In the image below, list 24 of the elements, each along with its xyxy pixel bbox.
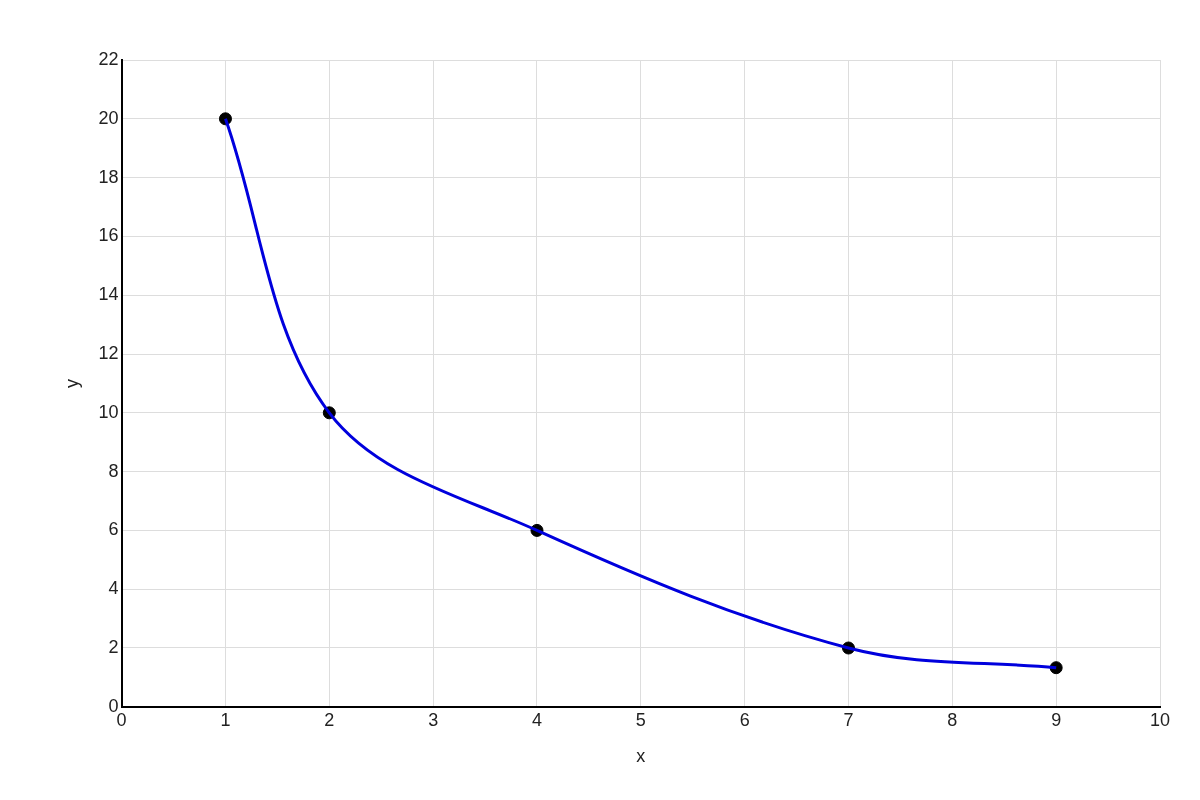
y-tick-label: 18 [98, 166, 119, 187]
y-tick-label: 6 [108, 519, 119, 540]
y-tick-label: 10 [98, 401, 119, 422]
y-tick-label: 12 [98, 342, 119, 363]
y-tick-label: 22 [98, 48, 119, 69]
x-tick-label: 3 [428, 709, 439, 730]
y-tick-label: 2 [108, 636, 119, 657]
x-tick-label: 10 [1149, 709, 1171, 730]
y-tick-label: 4 [108, 578, 119, 599]
x-tick-label: 6 [739, 709, 750, 730]
x-tick-label: 8 [947, 709, 958, 730]
y-tick-label: 0 [108, 695, 119, 716]
x-tick-label: 9 [1051, 709, 1062, 730]
x-tick-label: 7 [843, 709, 854, 730]
y-axis-title: y [61, 378, 82, 388]
x-tick-label: 5 [635, 709, 646, 730]
y-tick-label: 14 [98, 284, 119, 305]
y-tick-label: 16 [98, 225, 119, 246]
x-tick-label: 4 [531, 709, 542, 730]
y-tick-label: 20 [98, 107, 119, 128]
x-axis-title: x [636, 746, 646, 767]
x-tick-label: 1 [220, 709, 231, 730]
y-tick-label: 8 [108, 460, 119, 481]
x-tick-label: 2 [324, 709, 335, 730]
